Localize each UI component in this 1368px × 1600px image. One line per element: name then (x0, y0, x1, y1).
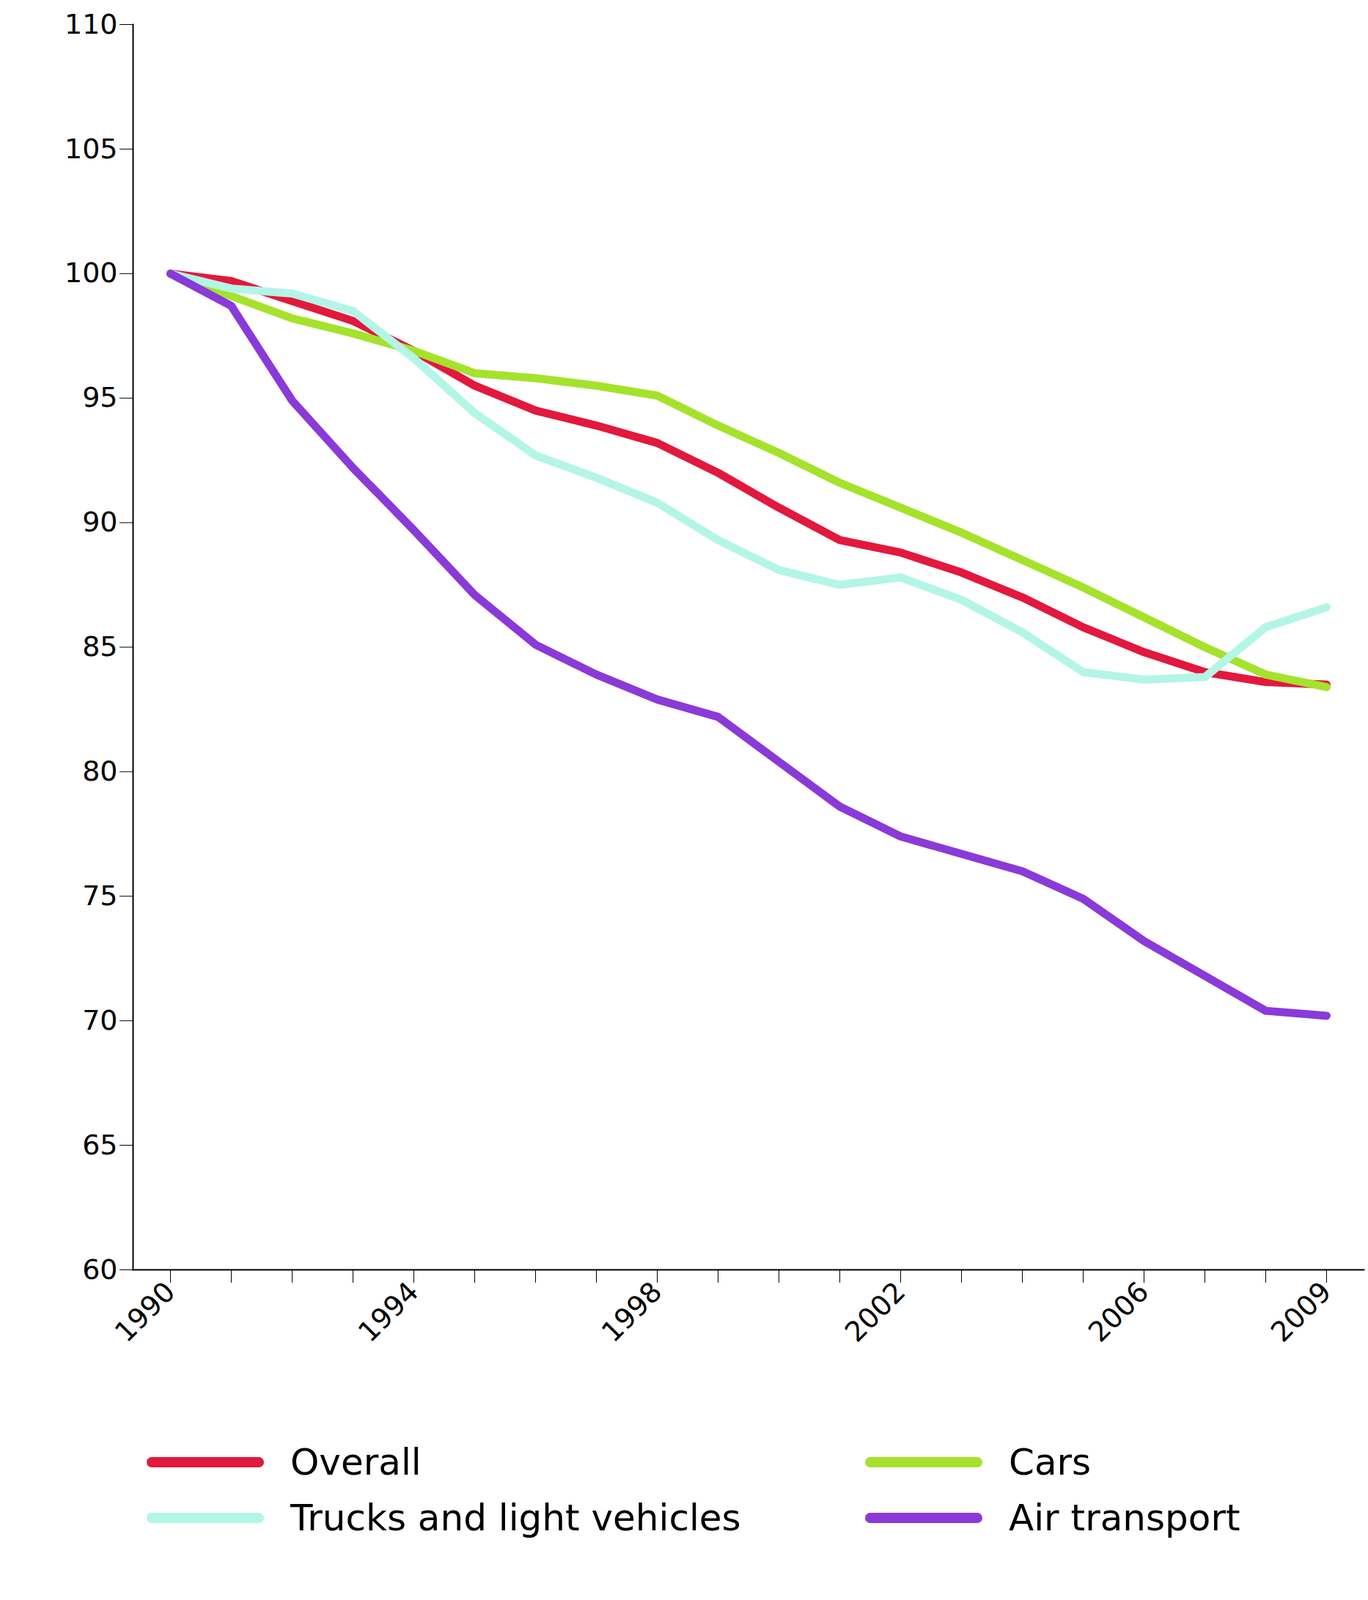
svg-text:110: 110 (64, 8, 119, 41)
svg-text:70: 70 (82, 1004, 118, 1037)
svg-text:1990: 1990 (108, 1275, 182, 1349)
html-text:Air transport: Air transport (1008, 1497, 1241, 1540)
html-text:Overall: Overall (290, 1441, 422, 1484)
svg-text:80: 80 (82, 755, 118, 788)
svg-text:85: 85 (82, 630, 118, 663)
svg-text:105: 105 (64, 132, 119, 165)
svg-text:75: 75 (82, 879, 118, 912)
svg-text:2002: 2002 (838, 1275, 912, 1349)
svg-text:60: 60 (82, 1253, 118, 1286)
svg-text:1994: 1994 (351, 1275, 426, 1349)
svg-text:2006: 2006 (1082, 1275, 1156, 1349)
html-text:Cars: Cars (1008, 1441, 1092, 1484)
svg-text:65: 65 (82, 1129, 118, 1162)
svg-text:1998: 1998 (595, 1275, 669, 1349)
svg-text:2009: 2009 (1264, 1275, 1338, 1349)
svg-text:90: 90 (82, 505, 118, 539)
html-text:Trucks and light vehicles: Trucks and light vehicles (290, 1497, 741, 1540)
svg-text:100: 100 (64, 256, 119, 289)
svg-text:95: 95 (82, 381, 118, 414)
